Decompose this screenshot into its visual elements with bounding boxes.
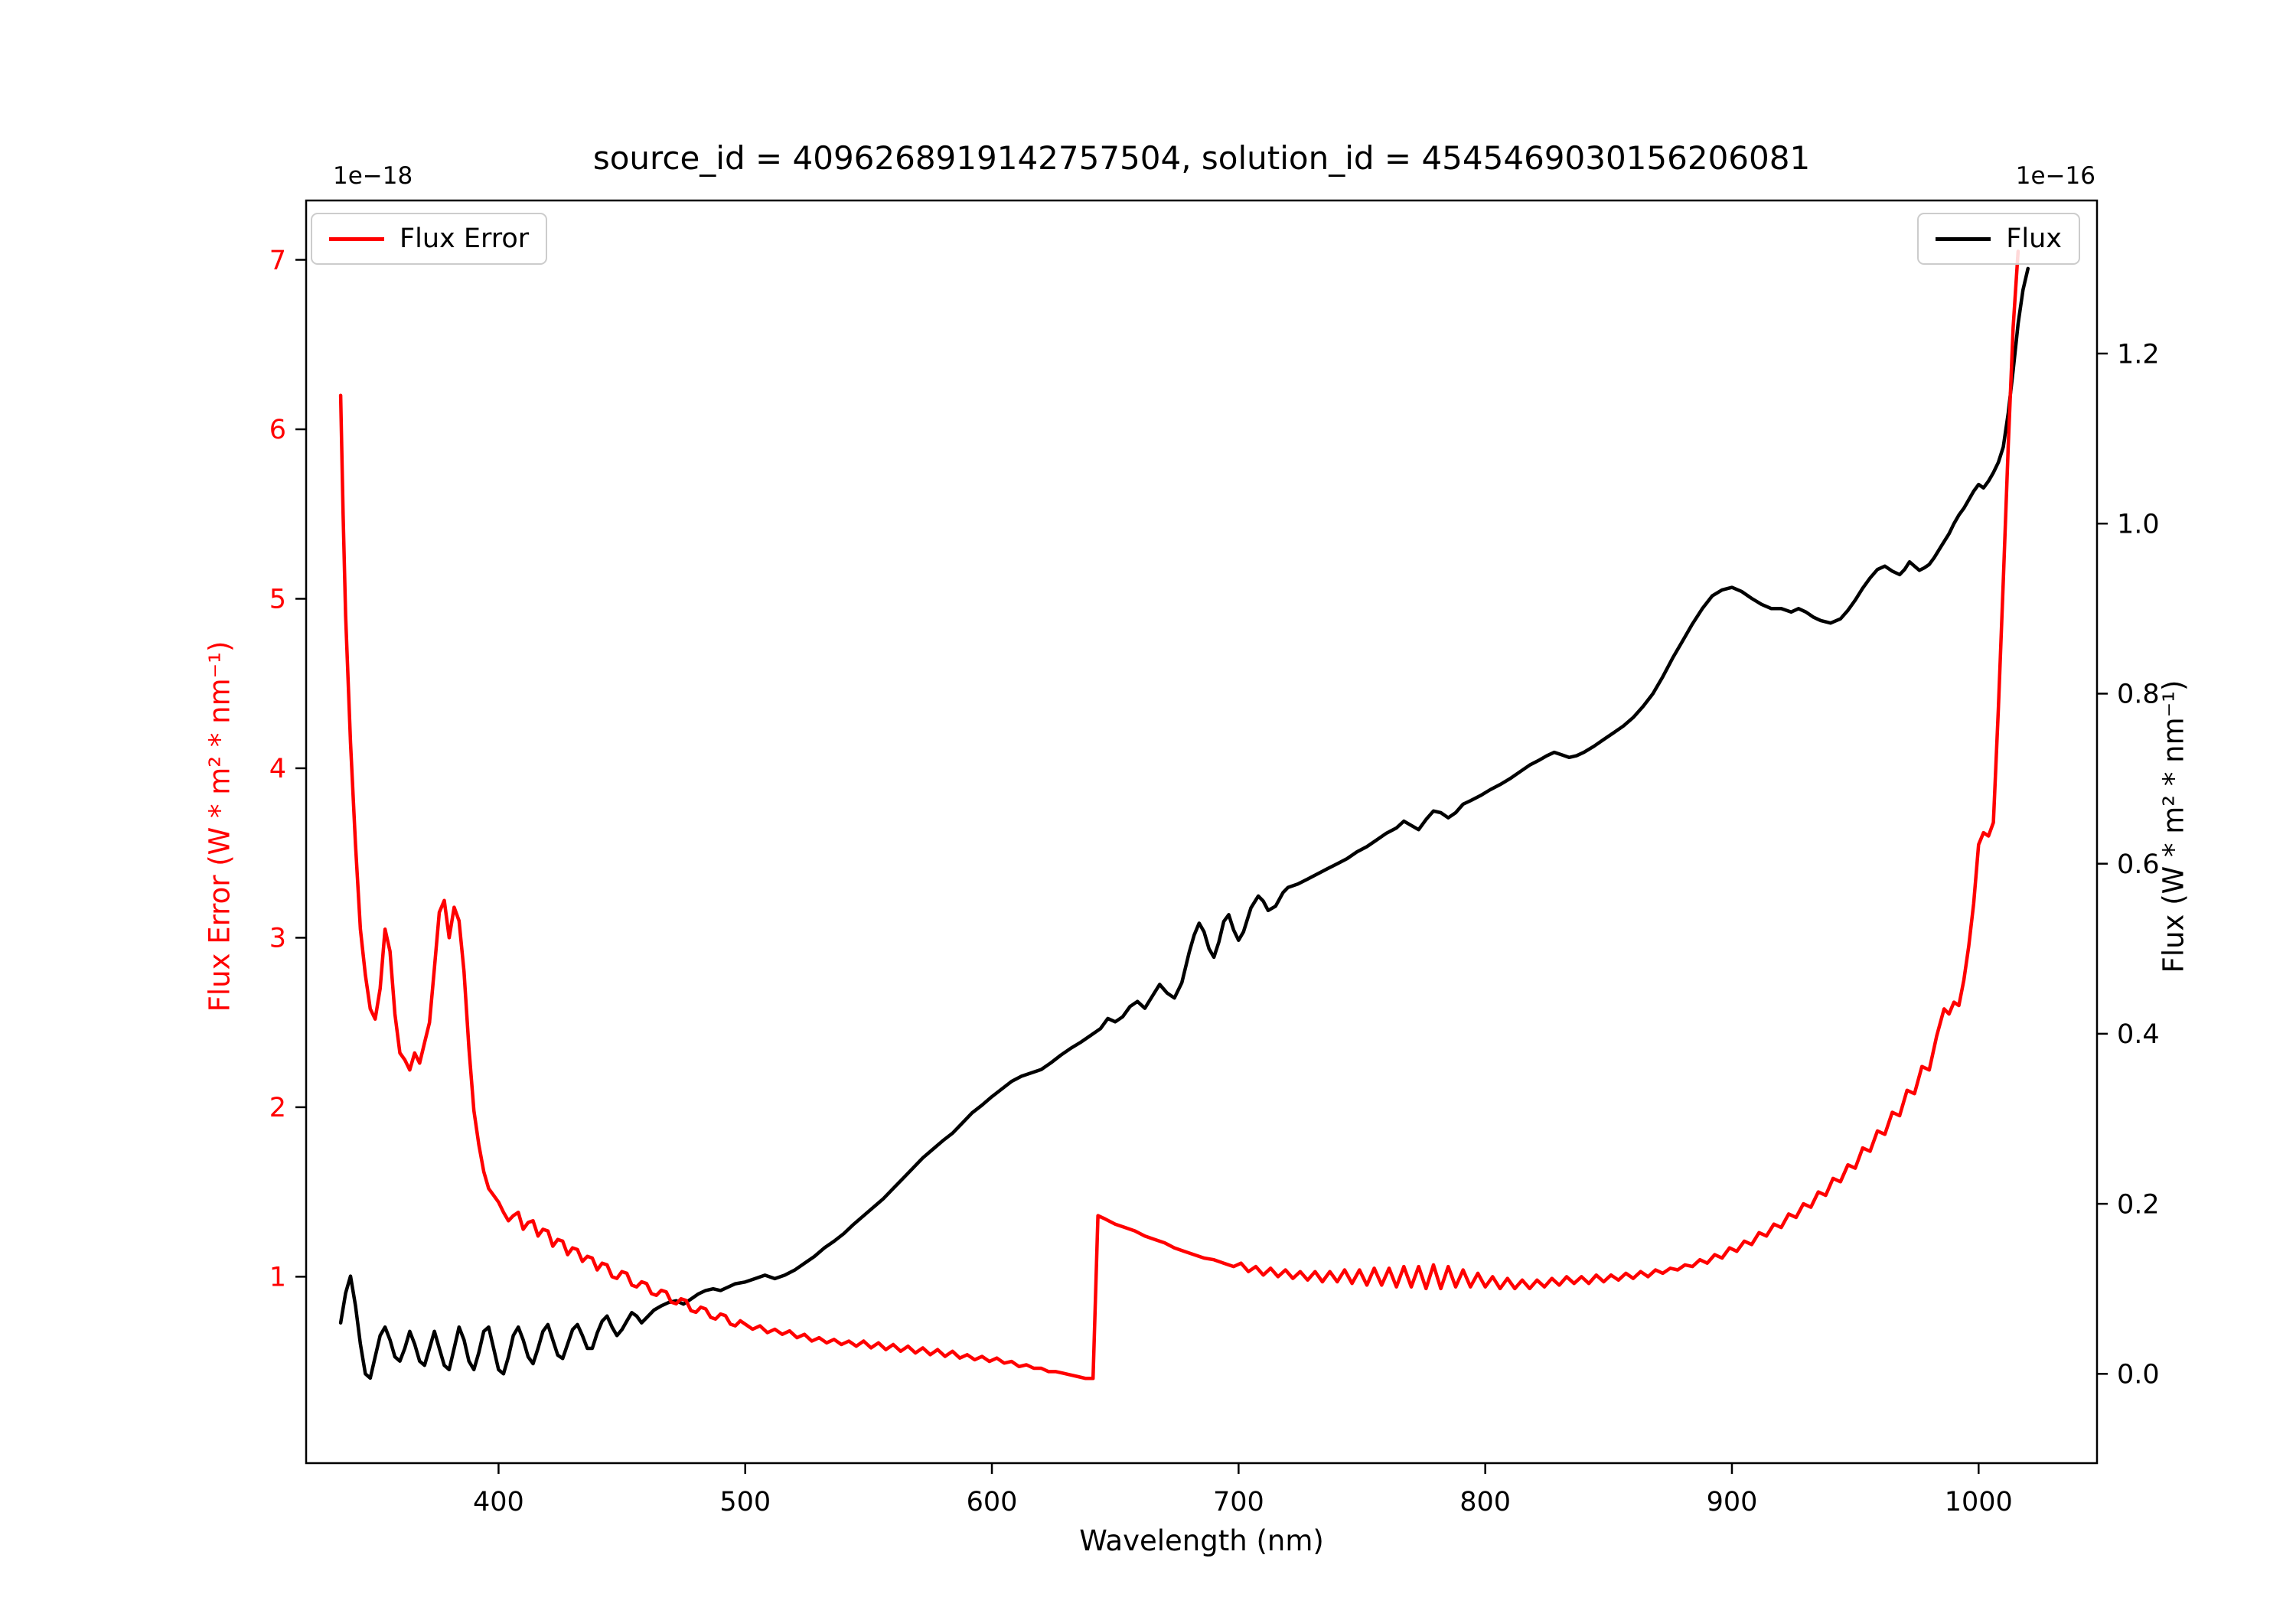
legend-flux-label: Flux <box>2006 223 2062 254</box>
x-tick-label: 700 <box>1213 1487 1264 1517</box>
left-y-tick-label: 1 <box>269 1263 286 1293</box>
right-y-tick-label: 0.2 <box>2117 1189 2160 1220</box>
flux-line <box>338 266 2030 1380</box>
left-axis-offset-text: 1e−18 <box>333 162 413 190</box>
x-tick-label: 1000 <box>1945 1487 2013 1517</box>
right-y-tick-label: 1.2 <box>2117 339 2160 370</box>
left-y-tick-label: 3 <box>269 924 286 954</box>
right-y-tick-label: 0.0 <box>2117 1360 2160 1390</box>
right-y-tick-label: 1.0 <box>2117 509 2160 539</box>
right-y-tick-label: 0.6 <box>2117 849 2160 880</box>
legend-flux-error-label: Flux Error <box>400 223 530 254</box>
x-tick-label: 500 <box>719 1487 771 1517</box>
axes-frame <box>305 199 2099 1465</box>
legend-flux: Flux <box>1917 213 2080 265</box>
legend-flux-error: Flux Error <box>311 213 548 265</box>
flux-line-sample-icon <box>1936 236 1991 241</box>
left-y-tick-label: 7 <box>269 246 286 276</box>
x-tick-label: 400 <box>473 1487 524 1517</box>
x-tick-label: 900 <box>1707 1487 1758 1517</box>
right-axis-offset-text: 1e−16 <box>2015 162 2095 190</box>
x-tick-label: 600 <box>967 1487 1018 1517</box>
x-tick-label: 800 <box>1459 1487 1511 1517</box>
flux-error-line <box>338 249 2020 1380</box>
left-y-tick-label: 4 <box>269 754 286 784</box>
chart-title: source_id = 4096268919142757504, solutio… <box>592 139 1811 177</box>
left-y-tick-label: 6 <box>269 415 286 445</box>
flux-error-line-sample-icon <box>329 236 384 241</box>
left-y-tick-label: 2 <box>269 1093 286 1123</box>
left-y-tick-label: 5 <box>269 585 286 615</box>
right-y-axis-label: Flux (W * m² * nm⁻¹) <box>2157 680 2190 973</box>
right-y-tick-label: 0.4 <box>2117 1019 2160 1050</box>
right-y-tick-label: 0.8 <box>2117 680 2160 710</box>
left-y-axis-label: Flux Error (W * m² * nm⁻¹) <box>203 641 236 1012</box>
x-axis-label: Wavelength (nm) <box>1079 1524 1324 1557</box>
